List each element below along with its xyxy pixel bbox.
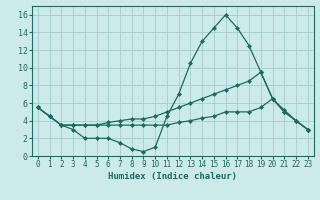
X-axis label: Humidex (Indice chaleur): Humidex (Indice chaleur) xyxy=(108,172,237,181)
